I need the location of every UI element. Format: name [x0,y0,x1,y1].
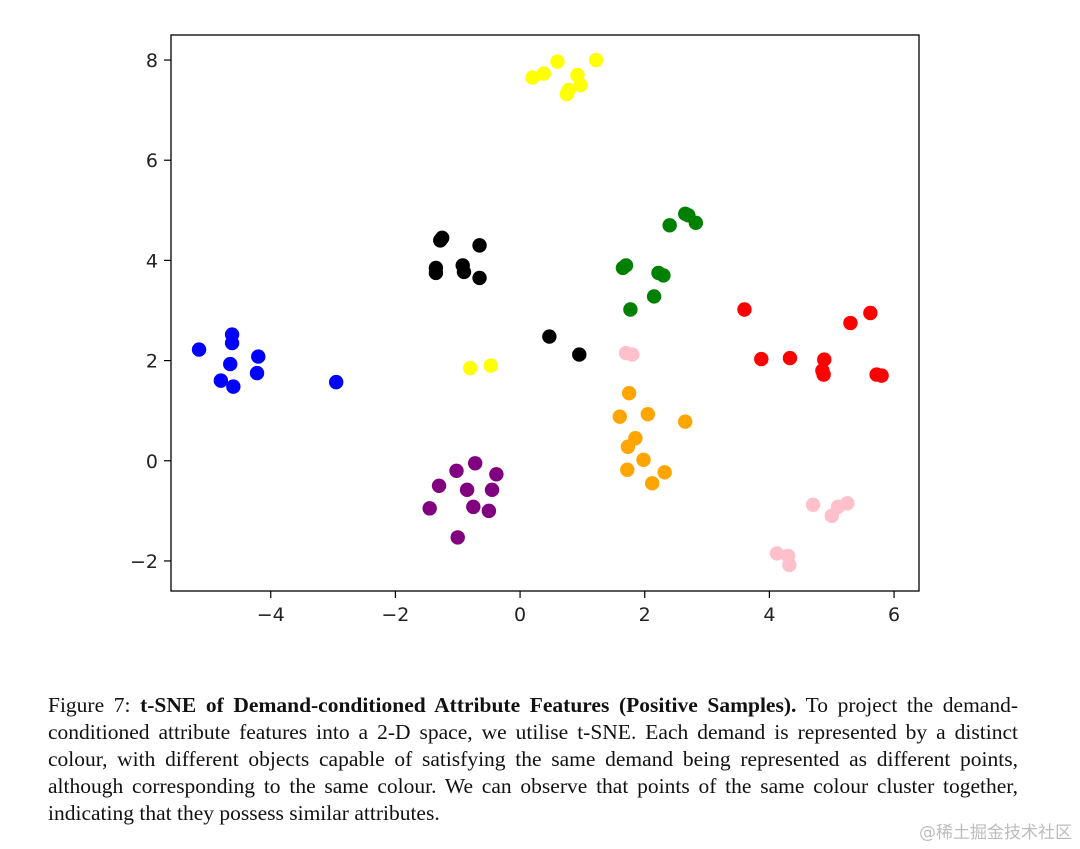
scatter-point [542,329,557,344]
scatter-point [656,268,671,283]
scatter-point [618,258,634,273]
y-tick-label: 8 [146,50,158,72]
scatter-point [251,349,266,364]
scatter-point [588,52,604,68]
y-tick-label: 6 [146,150,158,172]
scatter-point [489,467,504,482]
scatter-point [782,350,798,366]
scatter-point [422,501,437,516]
scatter-point [657,465,672,480]
scatter-point [625,347,640,362]
scatter-point [621,385,637,401]
x-tick-label: 4 [763,604,775,626]
scatter-point [688,215,704,231]
scatter-point [678,414,693,429]
scatter-point [620,462,635,477]
scatter-point [573,77,588,93]
scatter-point [817,352,832,367]
scatter-point [472,238,487,253]
scatter-point [483,358,498,373]
scatter-point [466,499,481,515]
scatter-point [636,452,651,467]
point-cluster [615,206,704,317]
scatter-point [805,497,821,513]
scatter-point [612,409,627,424]
scatter-point [467,456,483,471]
scatter-point [737,302,752,317]
point-cluster [463,52,604,376]
scatter-point [620,439,636,454]
scatter-point [816,367,831,382]
scatter-point [328,374,344,390]
scatter-point [640,406,656,422]
y-tick-label: 2 [146,351,158,373]
point-cluster [618,345,855,573]
y-tick-label: 4 [146,250,158,272]
watermark-text: @稀土掘金技术社区 [919,823,1072,843]
x-tick-label: 0 [514,604,526,626]
scatter-point [472,270,487,286]
point-cluster [191,327,344,394]
scatter-point [645,476,660,491]
scatter-point [481,503,497,519]
scatter-point [561,82,576,98]
figure-caption: Figure 7: t-SNE of Demand-conditioned At… [48,692,1018,827]
scatter-point [572,347,587,362]
point-cluster [422,456,504,545]
scatter-point [459,482,475,498]
point-cluster [428,230,587,362]
x-tick-label: 2 [639,604,651,626]
scatter-point [449,463,464,478]
tsne-scatter-chart: −4 −2 0 2 4 6 −2 0 2 4 6 8 [130,34,920,626]
caption-bold-title: t-SNE of Demand-conditioned Attribute Fe… [140,693,797,717]
scatter-point [874,368,889,383]
scatter-point [824,508,839,524]
caption-text: To project the demand-conditioned attrib… [48,693,1019,825]
scatter-point [433,233,448,248]
scatter-point [213,373,229,388]
y-tick-label: 0 [146,451,158,473]
scatter-point [843,315,858,331]
x-tick-label: −2 [381,604,409,626]
scatter-point [484,482,500,498]
scatter-point [536,66,551,81]
scatter-point [224,335,240,351]
scatter-point [782,557,797,573]
scatter-point [754,351,769,367]
scatter-point [863,305,878,321]
scatter-point [662,218,677,233]
scatter-point [463,360,478,376]
y-tick-label: −2 [130,551,158,573]
scatter-point [525,70,540,85]
data-points [191,52,889,573]
x-tick-label: −4 [257,604,285,626]
point-cluster [737,302,889,383]
y-axis-ticks: −2 0 2 4 6 8 [130,50,171,573]
x-tick-label: 6 [888,604,900,626]
scatter-point [428,265,444,281]
scatter-point [623,302,638,317]
scatter-point [769,546,785,561]
point-cluster [612,385,693,491]
scatter-point [646,289,662,304]
plot-frame [170,34,920,592]
scatter-point [450,530,465,545]
scatter-point [550,54,565,69]
scatter-point [456,264,472,280]
caption-label: Figure 7: [48,693,141,717]
scatter-point [431,478,447,494]
scatter-point [226,379,241,394]
scatter-point [191,342,207,357]
scatter-point [223,356,238,372]
x-axis-ticks: −4 −2 0 2 4 6 [257,591,900,626]
scatter-point [249,365,265,381]
